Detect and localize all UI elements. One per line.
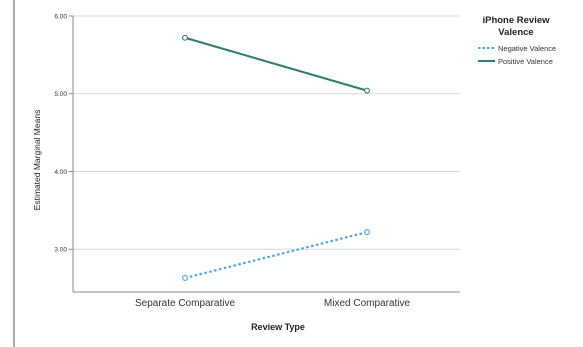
series-line <box>184 231 368 280</box>
legend-title-line-1: iPhone Review <box>482 15 550 26</box>
grid-lines <box>69 15 460 250</box>
legend-label: Positive Valence <box>498 57 553 66</box>
series-lines <box>184 36 368 280</box>
y-tick-label: 3.00 <box>54 247 67 254</box>
y-tick-label: 5.00 <box>54 91 67 98</box>
x-tick-label: Separate Comparative <box>135 298 235 309</box>
data-point <box>182 34 188 41</box>
x-axis-title: Review Type <box>251 322 305 332</box>
data-point <box>182 275 188 281</box>
x-tick-labels: Separate Comparative Mixed Comparative <box>135 298 411 309</box>
data-point <box>364 229 370 236</box>
series-markers <box>182 34 370 281</box>
series-line <box>184 36 368 92</box>
y-tick-labels: 3.00 4.00 5.00 6.00 <box>54 14 67 254</box>
legend-title-line-2: Valence <box>498 27 533 38</box>
y-tick-label: 6.00 <box>54 14 67 21</box>
legend-label: Negative Valence <box>498 44 556 53</box>
legend: iPhone Review Valence Negative Valence Po… <box>478 15 556 66</box>
legend-items: Negative Valence Positive Valence <box>478 44 556 66</box>
y-tick-label: 4.00 <box>54 169 67 176</box>
axes <box>72 16 460 293</box>
data-point <box>364 87 370 94</box>
x-tick-label: Mixed Comparative <box>324 298 411 309</box>
y-axis-title: Estimated Marginal Means <box>32 110 42 211</box>
